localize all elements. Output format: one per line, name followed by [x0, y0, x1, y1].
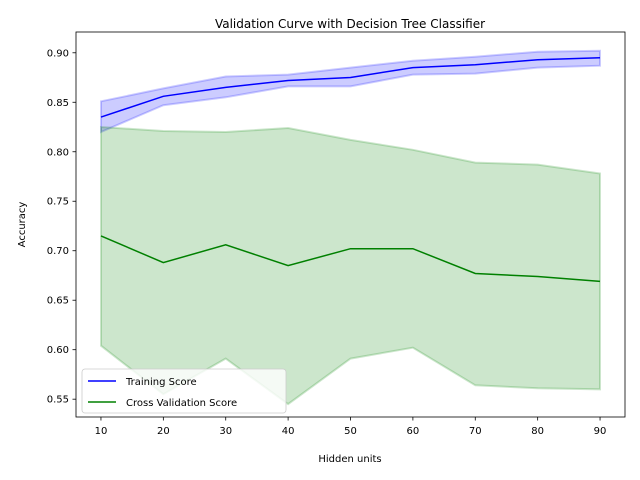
chart-title: Validation Curve with Decision Tree Clas… — [215, 17, 485, 31]
y-axis-title: Accuracy — [17, 202, 28, 248]
x-tick-label: 60 — [407, 426, 420, 437]
y-tick-label: 0.55 — [47, 395, 69, 406]
x-tick-label: 10 — [95, 426, 108, 437]
legend-label-cross-validation-score: Cross Validation Score — [126, 398, 237, 409]
line-training-score — [100, 56, 601, 118]
x-tick-label: 70 — [469, 426, 482, 437]
band-cross-validation-score — [100, 125, 601, 406]
y-axis-ticks: 0.55 0.60 0.65 0.70 0.75 0.80 0.85 0.90 — [47, 48, 76, 406]
band-training-score — [100, 49, 601, 134]
legend-box — [81, 368, 287, 414]
x-tick-label: 90 — [594, 426, 607, 437]
y-tick-label: 0.90 — [47, 48, 69, 59]
legend: Training Score Cross Validation Score — [81, 368, 287, 414]
line-cross-validation-score — [100, 235, 601, 283]
y-tick-label: 0.70 — [47, 246, 69, 257]
y-tick-label: 0.65 — [47, 296, 69, 307]
x-axis-title: Hidden units — [318, 454, 381, 465]
y-tick-label: 0.60 — [47, 345, 69, 356]
x-tick-label: 50 — [344, 426, 357, 437]
x-tick-label: 30 — [219, 426, 232, 437]
legend-label-training-score: Training Score — [125, 377, 197, 388]
y-tick-label: 0.85 — [47, 98, 69, 109]
x-tick-label: 80 — [531, 426, 544, 437]
series-lines — [100, 56, 601, 283]
y-tick-label: 0.75 — [47, 197, 69, 208]
confidence-bands — [100, 49, 601, 406]
x-axis-ticks: 10 20 30 40 50 60 70 80 90 — [95, 417, 607, 437]
x-tick-label: 20 — [157, 426, 170, 437]
x-tick-label: 40 — [282, 426, 295, 437]
y-tick-label: 0.80 — [47, 147, 69, 158]
